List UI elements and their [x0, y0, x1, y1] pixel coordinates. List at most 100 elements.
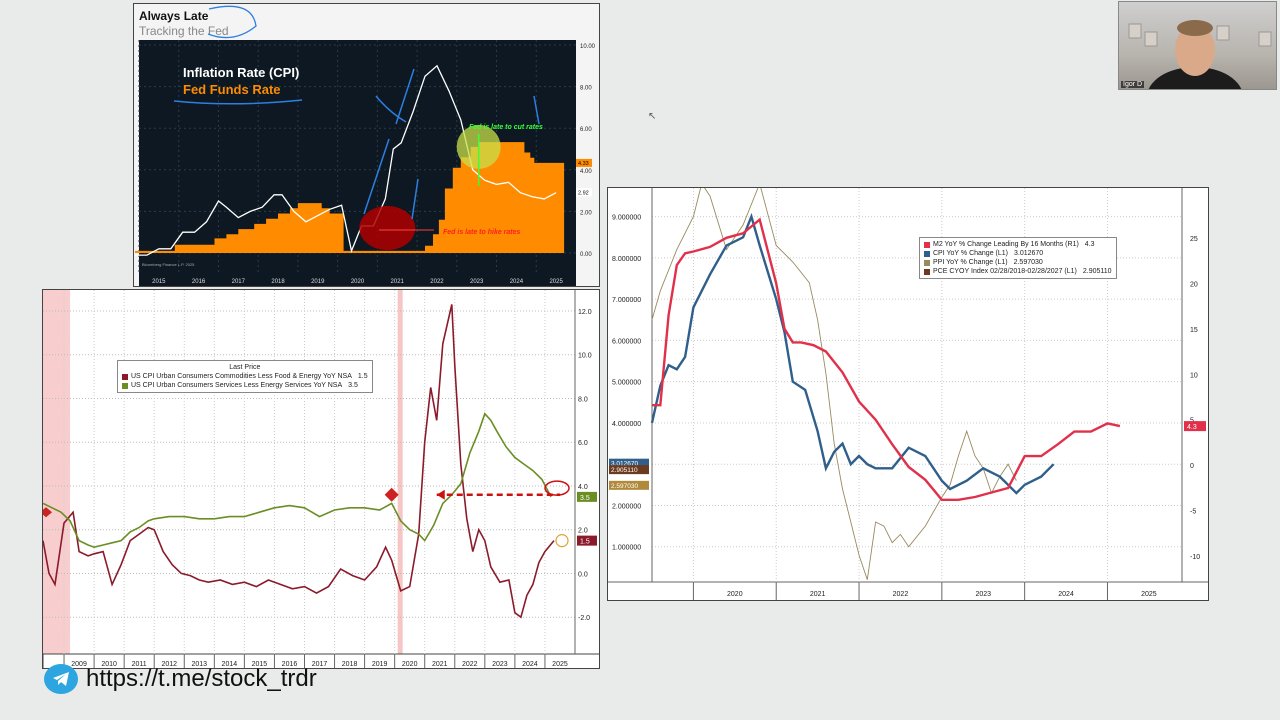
x-tick-label: 2023	[975, 591, 991, 598]
y-right-tick-label: 25	[1190, 236, 1198, 243]
series-ppi	[651, 188, 1017, 580]
hand-arrows	[411, 95, 540, 220]
last-value-tag	[577, 535, 597, 546]
y-tick-label: 6.0	[578, 440, 588, 447]
y-tick-label: 0.0	[578, 571, 588, 578]
legend-item: PCE CYOY Index 02/28/2018-02/28/2027 (L1…	[924, 267, 1112, 276]
webcam-feed: Igor D	[1118, 1, 1277, 90]
x-tick-label: 2021	[432, 661, 448, 668]
y-right-tick-label: 10	[1190, 372, 1198, 379]
legend-item: CPI YoY % Change (L1) 3.012670	[924, 249, 1112, 258]
recession-band	[43, 290, 71, 654]
legend-label: US CPI Urban Consumers Commodities Less …	[131, 373, 352, 380]
annotation-cpi: Inflation Rate (CPI)	[183, 65, 299, 80]
cpi-components-chart: 12.0 10.0 8.0 6.0 4.0 2.0 0.0 -2.0 2009 2010 2011 2…	[42, 289, 600, 669]
y-tick-label: 6.00	[580, 127, 592, 133]
x-tick-label: 2009	[71, 661, 87, 668]
x-tick-label: 2024	[1058, 591, 1074, 598]
chart-title: Always Late	[139, 9, 209, 23]
presenter-image	[1128, 20, 1272, 89]
event-marker	[43, 507, 53, 518]
last-value-tag	[609, 458, 649, 468]
legend-value: 3.5	[348, 382, 358, 389]
x-tick-label: 2013	[192, 661, 208, 668]
y-right-tick-label: 20	[1190, 281, 1198, 288]
x-tick-label: 2014	[222, 661, 238, 668]
annotation-late-cut: Fed is late to cut rates	[469, 124, 543, 131]
m2-lead-chart: 9.000000 8.000000 7.000000 6.000000 5.000000…	[607, 187, 1209, 601]
legend-label: US CPI Urban Consumers Services Less Ene…	[131, 382, 343, 389]
x-tick-label: 2010	[101, 661, 117, 668]
x-tick-label: 2023	[470, 279, 484, 285]
last-value-label: 1.5	[580, 539, 590, 546]
cursor-icon: ↖	[648, 111, 657, 122]
x-tick-label: 2018	[342, 661, 358, 668]
y-left-tick-label: 9.000000	[612, 215, 641, 222]
series-cpi	[135, 64, 557, 256]
annotation-ffr: Fed Funds Rate	[183, 82, 281, 97]
y-tick-label: 12.0	[578, 309, 592, 316]
x-tick-label: 2021	[810, 591, 826, 598]
x-tick-label: 2024	[522, 661, 538, 668]
y-tick-label: 10.00	[580, 44, 596, 50]
y-right-tick-label: -5	[1190, 509, 1196, 516]
y-left-tick-label: 4.000000	[612, 421, 641, 428]
legend-label: PPI YoY % Change (L1)	[933, 259, 1008, 266]
y-left-tick-label: 8.000000	[612, 256, 641, 263]
last-value-label: 3.012670	[611, 461, 638, 468]
annotation-late-hike: Fed is late to hike rates	[443, 229, 521, 236]
y-right-tick-label: 15	[1190, 327, 1198, 334]
hand-circle	[207, 5, 257, 39]
x-tick-label: 2012	[161, 661, 177, 668]
series-fed-funds-rate	[135, 142, 565, 253]
x-tick-label: 2011	[132, 661, 147, 668]
x-tick-label: 2020	[351, 279, 365, 285]
x-tick-label: 2025	[1141, 591, 1157, 598]
legend-value: 3.012670	[1013, 250, 1044, 257]
event-marker	[384, 487, 399, 502]
hand-arrows	[363, 68, 415, 215]
x-tick-label: 2020	[727, 591, 743, 598]
x-tick-label: 2021	[391, 279, 405, 285]
telegram-link[interactable]: https://t.me/stock_trdr	[86, 665, 317, 692]
y-left-tick-label: 2.000000	[612, 503, 641, 510]
last-value-tag	[576, 158, 592, 167]
legend-swatch	[924, 259, 930, 266]
chart-legend: M2 YoY % Change Leading By 16 Months (R1…	[919, 237, 1117, 279]
x-tick-label: 2025	[552, 661, 568, 668]
fed-chart-plot: 10.00 8.00 6.00 4.00 2.00 0.00 2015 2016 2017 201…	[135, 5, 596, 286]
legend-label: PCE CYOY Index 02/28/2018-02/28/2027 (L1…	[933, 268, 1077, 275]
legend-swatch	[924, 250, 930, 257]
x-tick-label: 2023	[492, 661, 508, 668]
legend-item: M2 YoY % Change Leading By 16 Months (R1…	[924, 240, 1112, 249]
y-tick-label: 10.0	[578, 353, 592, 360]
y-tick-label: 8.0	[578, 396, 588, 403]
legend-item: PPI YoY % Change (L1) 2.597030	[924, 258, 1112, 267]
source-label: Bloomberg Finance L.P. 2025	[142, 262, 195, 267]
chart-subtitle: Tracking the Fed	[139, 24, 229, 38]
x-tick-label: 2017	[232, 279, 246, 285]
series-line	[43, 304, 555, 619]
x-tick-label: 2019	[311, 279, 325, 285]
presenter-name: Igor D	[1121, 81, 1145, 88]
x-tick-label: 2024	[510, 279, 524, 285]
annotation-arrowhead	[436, 489, 445, 500]
telegram-icon[interactable]	[44, 664, 78, 694]
x-tick-label: 2016	[192, 279, 206, 285]
y-left-tick-label: 1.000000	[612, 545, 641, 552]
legend-title: Last Price	[229, 364, 261, 371]
x-tick-label: 2022	[430, 279, 444, 285]
x-axis-band	[139, 274, 576, 286]
last-value-label: 4.3	[1187, 424, 1197, 431]
series-m2	[652, 217, 1121, 501]
last-value-label: 4.33	[578, 161, 589, 167]
x-tick-label: 2022	[893, 591, 909, 598]
legend-value: 2.905110	[1082, 268, 1112, 275]
last-value-tag	[576, 188, 592, 197]
y-tick-label: 0.00	[580, 252, 592, 258]
x-tick-label: 2022	[462, 661, 478, 668]
legend-item: US CPI Urban Consumers Services Less Ene…	[122, 381, 368, 390]
legend-swatch	[122, 382, 128, 389]
y-tick-label: 4.0	[578, 484, 588, 491]
x-tick-label: 2015	[252, 661, 268, 668]
